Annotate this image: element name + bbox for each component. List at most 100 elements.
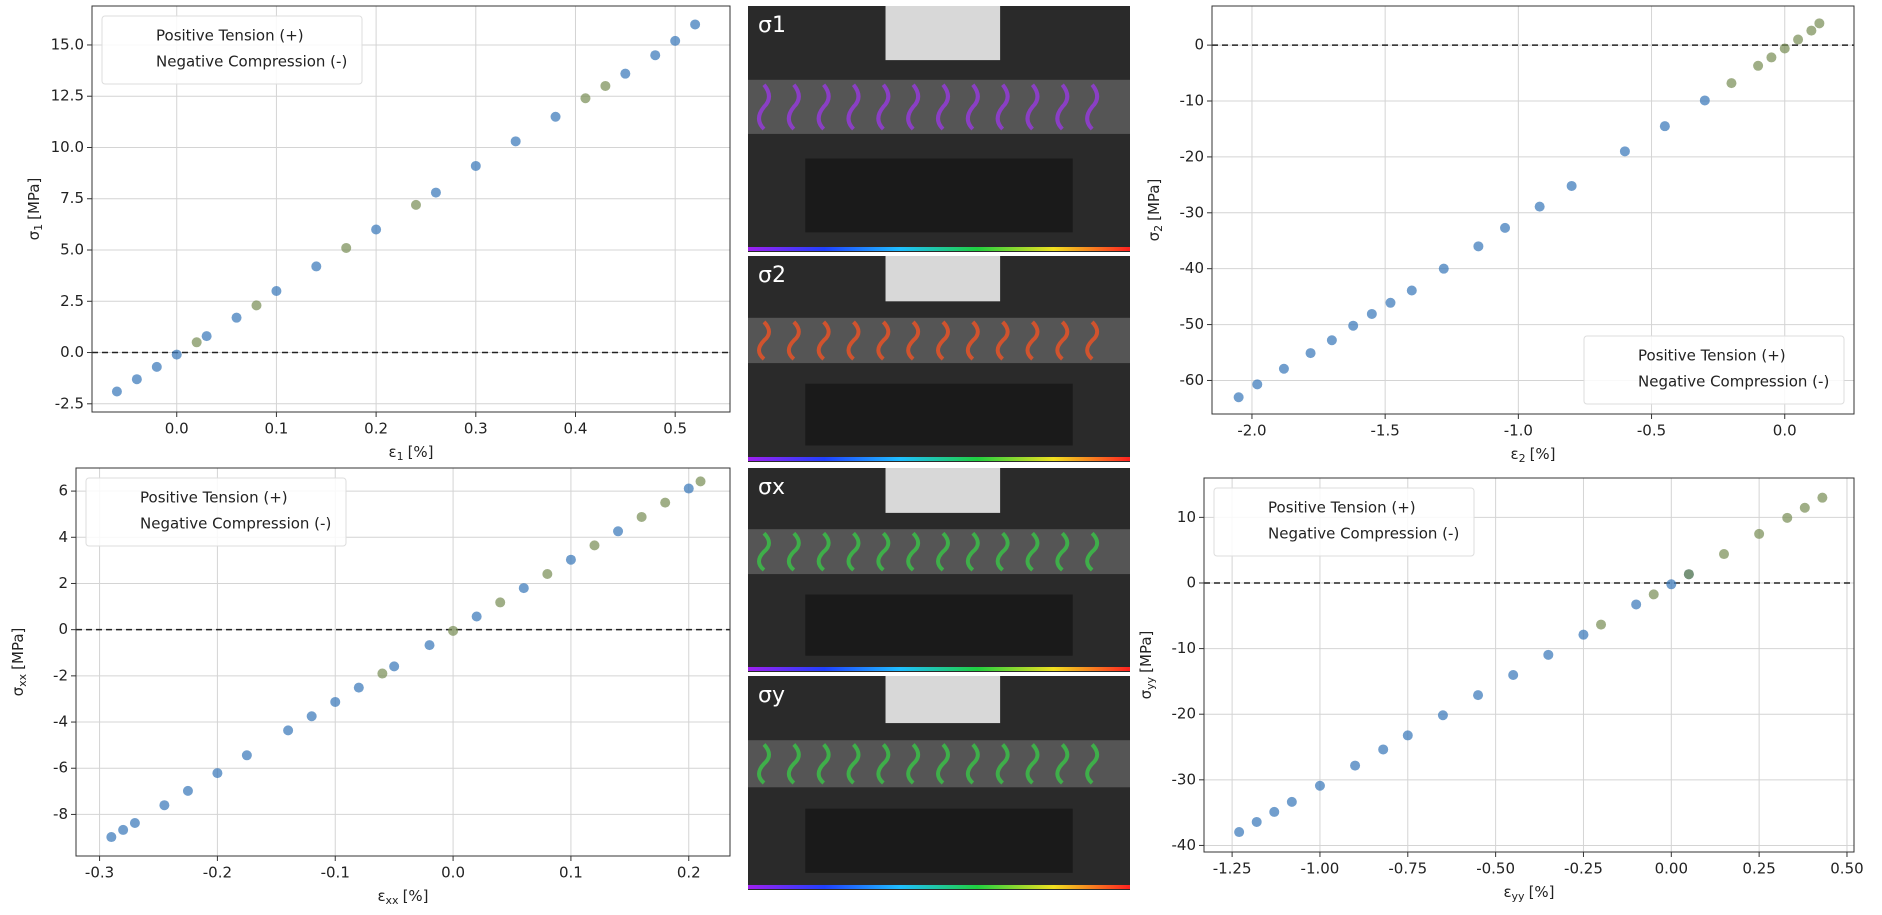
data-point: [171, 349, 182, 360]
x-tick-label: -0.2: [203, 864, 232, 882]
data-point: [690, 19, 701, 30]
data-point: [118, 824, 129, 835]
data-point: [1659, 121, 1670, 132]
data-point: [471, 611, 482, 622]
axis-unit: [MPa]: [1137, 631, 1155, 673]
data-point: [1631, 599, 1642, 610]
data-point: [159, 800, 170, 811]
x-tick-label: 0.1: [264, 420, 288, 438]
axis-subscript: 2: [1152, 225, 1165, 232]
photo-curve: [816, 531, 831, 572]
axis-symbol: σ: [9, 686, 27, 696]
data-point: [1348, 320, 1359, 331]
axis-label: ε2 [%]: [1510, 445, 1555, 466]
x-tick-label: -1.00: [1301, 860, 1340, 878]
data-point: [311, 261, 322, 272]
data-point: [251, 300, 262, 311]
data-point: [636, 511, 647, 522]
data-point: [1817, 492, 1828, 503]
data-point: [1619, 146, 1630, 157]
color-bar: [748, 885, 1130, 889]
photo-curve: [965, 320, 980, 361]
photo-curve: [816, 743, 831, 785]
photo-curve: [876, 83, 891, 131]
photo-curve: [995, 531, 1010, 572]
photo-curve: [965, 531, 980, 572]
y-tick-label: 2: [58, 574, 68, 592]
data-point: [1402, 730, 1413, 741]
photo-curve: [995, 320, 1010, 361]
data-point: [1350, 760, 1361, 771]
y-tick-label: 4: [58, 528, 68, 546]
y-tick-label: 2.5: [60, 292, 84, 310]
data-point: [306, 711, 317, 722]
axis-symbol: σ: [1137, 689, 1155, 699]
photo-base: [805, 383, 1073, 446]
axis-unit: [%]: [403, 887, 429, 905]
photo-curve: [757, 320, 771, 361]
photo-curve: [965, 83, 980, 131]
y-tick-label: -30: [1180, 203, 1205, 221]
data-point: [1233, 392, 1244, 403]
data-point: [389, 661, 400, 672]
photo-curve: [1025, 320, 1040, 361]
photo-curve: [816, 83, 831, 131]
legend-box: [85, 477, 347, 547]
legend-label: Negative Compression (-): [156, 53, 347, 71]
y-tick-label: -8: [53, 805, 68, 823]
photo-curve: [906, 320, 921, 361]
axis-subscript: yy: [1512, 890, 1526, 903]
data-point: [353, 682, 364, 693]
photo-curve: [1025, 531, 1040, 572]
data-point: [620, 68, 631, 79]
data-point: [1286, 796, 1297, 807]
data-point: [1314, 780, 1325, 791]
legend-label: Negative Compression (-): [140, 515, 331, 533]
y-tick-label: -6: [53, 759, 68, 777]
data-point: [510, 136, 521, 147]
color-bar: [748, 667, 1130, 671]
y-tick-label: 0: [1194, 36, 1204, 54]
data-point: [1251, 816, 1262, 827]
data-point: [111, 386, 122, 397]
x-tick-label: 0.25: [1742, 860, 1775, 878]
x-tick-label: 0.0: [441, 864, 465, 882]
data-point: [1754, 528, 1765, 539]
x-tick-label: -0.75: [1388, 860, 1427, 878]
axis-subscript: yy: [1144, 676, 1157, 690]
photo-curve: [995, 743, 1010, 785]
plot-frame: [75, 467, 731, 857]
data-point: [1726, 78, 1737, 89]
x-tick-label: -1.0: [1504, 422, 1533, 440]
data-point: [1234, 827, 1245, 838]
y-tick-label: -20: [1180, 147, 1205, 165]
axis-symbol: σ: [25, 230, 43, 240]
axis-label: σxx [MPa]: [9, 628, 30, 697]
x-tick-label: 0.3: [464, 420, 488, 438]
plot-frame: [1203, 477, 1855, 853]
data-point: [1438, 263, 1449, 274]
panel-label: σy: [758, 683, 785, 708]
x-tick-label: -0.25: [1564, 860, 1603, 878]
data-point: [448, 625, 459, 636]
axis-symbol: σ: [1145, 231, 1163, 241]
photo-curve: [906, 743, 921, 785]
data-point: [1683, 569, 1694, 580]
photo-curve: [846, 743, 861, 785]
data-point: [271, 286, 282, 297]
photo-fixture: [885, 256, 1001, 302]
data-point: [613, 526, 624, 537]
data-point: [424, 640, 435, 651]
photo-curve: [906, 531, 921, 572]
photo-curve: [757, 743, 771, 785]
x-tick-label: -0.50: [1476, 860, 1515, 878]
photo-curve: [965, 743, 980, 785]
data-point: [1500, 222, 1511, 233]
data-point: [1252, 379, 1263, 390]
panel-label: σ2: [758, 263, 786, 288]
data-point: [695, 476, 706, 487]
photo-curve: [1055, 83, 1070, 131]
photo-curve: [1055, 531, 1070, 572]
photo-curve: [876, 743, 891, 785]
